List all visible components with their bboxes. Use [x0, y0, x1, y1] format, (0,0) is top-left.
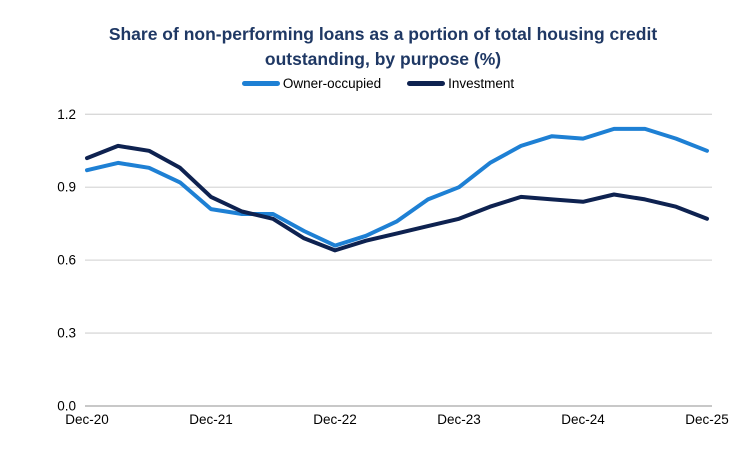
y-tick-label: 0.9 — [57, 180, 76, 195]
x-tick-label: Dec-25 — [685, 412, 729, 427]
chart-title-line1: Share of non-performing loans as a porti… — [108, 24, 658, 44]
series-line-investment — [85, 143, 709, 253]
legend-line-swatch-investment — [407, 81, 446, 86]
legend-item-investment: Investment — [407, 76, 514, 91]
y-tick-label: 0.0 — [57, 399, 76, 414]
chart-legend: Owner-occupied Investment — [0, 76, 756, 91]
y-tick-label: 0.6 — [57, 253, 76, 268]
chart-title-line2: outstanding, by purpose (%) — [264, 49, 502, 69]
x-tick-label: Dec-20 — [65, 412, 109, 427]
chart-title: Share of non-performing loans as a porti… — [38, 22, 728, 72]
legend-label-investment: Investment — [448, 76, 515, 91]
y-tick-label: 0.3 — [57, 326, 76, 341]
y-tick-label: 1.2 — [57, 107, 76, 122]
x-tick-label: Dec-24 — [561, 412, 605, 427]
series-line-owner-occupied — [85, 126, 709, 248]
legend-item-owner-occupied: Owner-occupied — [241, 76, 382, 91]
x-tick-label: Dec-22 — [313, 412, 357, 427]
legend-label-owner-occupied: Owner-occupied — [282, 76, 382, 91]
x-tick-label: Dec-23 — [437, 412, 481, 427]
legend-line-swatch-owner-occupied — [241, 81, 280, 86]
x-tick-label: Dec-21 — [189, 412, 233, 427]
